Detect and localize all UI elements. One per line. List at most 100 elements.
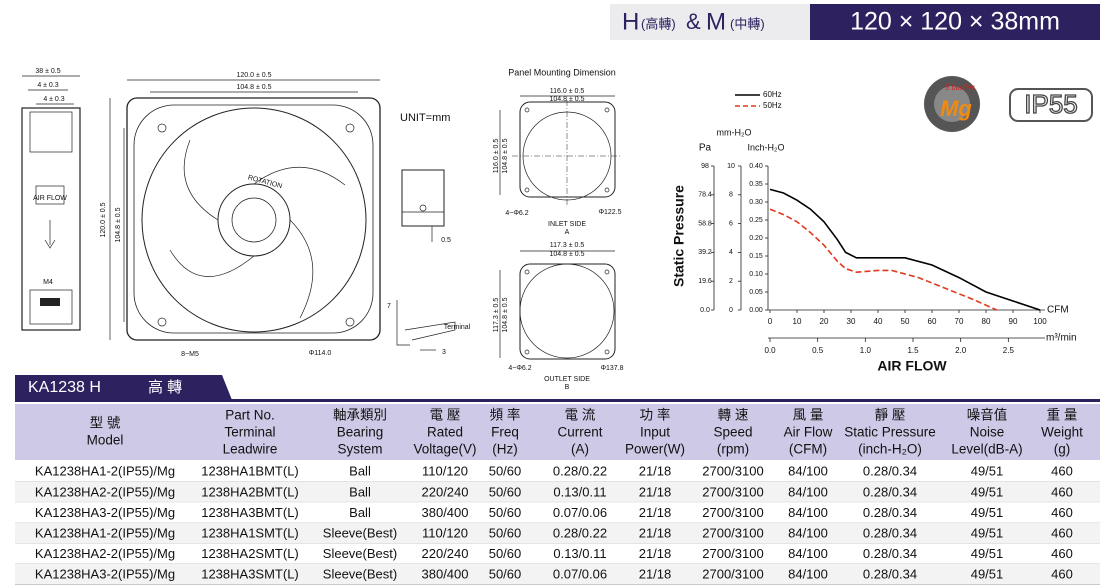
y-tick-label: 0.00 xyxy=(749,307,763,314)
table-cell: 21/18 xyxy=(639,484,672,499)
x2-tick-label: 0.0 xyxy=(764,346,776,355)
y-tick-label: 0.35 xyxy=(749,181,763,188)
column-header: Input xyxy=(640,425,670,440)
y-tick-label: 10 xyxy=(727,163,735,170)
y-tick-label: 0.0 xyxy=(700,307,710,314)
column-header: Power(W) xyxy=(625,442,685,457)
y-tick-label: 58.8 xyxy=(698,220,712,227)
header-h: H xyxy=(622,8,639,35)
column-header: Level(dB-A) xyxy=(951,442,1022,457)
outlet-panel xyxy=(499,250,616,360)
table-cell: Ball xyxy=(349,505,371,520)
x-tick-label: 100 xyxy=(1033,317,1047,326)
column-header: Air Flow xyxy=(784,425,833,440)
column-header: (rpm) xyxy=(717,442,749,457)
inlet-panel xyxy=(499,95,622,205)
table-cell: 49/51 xyxy=(971,567,1004,582)
table-cell: 1238HA3SMT(L) xyxy=(201,567,299,582)
table-cell: 0.28/0.34 xyxy=(863,567,917,582)
table-row-bg xyxy=(15,522,1100,544)
table-cell: 49/51 xyxy=(971,546,1004,561)
dim-label: 104.8 ± 0.5 xyxy=(502,297,509,332)
header-m-note: (中轉) xyxy=(730,16,765,31)
column-header: (CFM) xyxy=(789,442,827,457)
table-cell: 110/120 xyxy=(422,526,468,541)
table-cell: 84/100 xyxy=(788,546,828,561)
dim-label: Φ114.0 xyxy=(309,350,332,357)
table-cell: 2700/3100 xyxy=(702,505,763,520)
dim-label: 4 ± 0.3 xyxy=(43,96,64,103)
column-header: 風 量 xyxy=(793,408,824,423)
table-cell: 49/51 xyxy=(971,526,1004,541)
dim-label: 117.3 ± 0.5 xyxy=(550,242,585,249)
dim-label: 4 ± 0.3 xyxy=(37,82,58,89)
x-tick-label: 70 xyxy=(955,317,964,326)
table-cell: 49/51 xyxy=(971,464,1004,479)
table-row-bg xyxy=(15,564,1100,585)
table-cell: 380/400 xyxy=(422,567,469,582)
y-tick-label: 0.05 xyxy=(749,289,763,296)
table-cell: Sleeve(Best) xyxy=(323,526,397,541)
table-cell: KA1238HA3-2(IP55)/Mg xyxy=(35,505,175,520)
table-cell: 2700/3100 xyxy=(702,526,763,541)
table-cell: 1238HA2BMT(L) xyxy=(201,484,299,499)
dim-label: M4 xyxy=(43,279,53,286)
table-cell: KA1238HA2-2(IP55)/Mg xyxy=(35,484,175,499)
table-cell: 460 xyxy=(1051,464,1073,479)
y-tick-label: 0.40 xyxy=(749,163,763,170)
header-size: 120 × 120 × 38mm xyxy=(850,8,1060,36)
table-cell: 84/100 xyxy=(788,567,828,582)
table-cell: 50/60 xyxy=(489,567,522,582)
column-header: (A) xyxy=(571,442,589,457)
dim-label: Φ122.5 xyxy=(598,209,621,216)
table-cell: KA1238HA1-2(IP55)/Mg xyxy=(35,526,175,541)
unit-label: UNIT=mm xyxy=(400,112,450,124)
dim-label: 117.3 ± 0.5 xyxy=(493,298,500,333)
column-header: Leadwire xyxy=(223,442,278,457)
column-header: Voltage(V) xyxy=(413,442,476,457)
panel-title: Panel Mounting Dimension xyxy=(508,67,616,77)
header-left-box xyxy=(610,4,810,40)
table-cell: 110/120 xyxy=(422,464,468,479)
column-header: Speed xyxy=(713,425,752,440)
table-cell: 380/400 xyxy=(422,505,469,520)
table-cell: 21/18 xyxy=(639,546,672,561)
table-cell: 50/60 xyxy=(489,546,522,561)
column-header: 重 量 xyxy=(1047,408,1078,423)
table-cell: 0.28/0.34 xyxy=(863,526,917,541)
ip-box xyxy=(1009,88,1093,122)
dim-label: 104.8 ± 0.5 xyxy=(550,96,585,103)
x-tick-label: 20 xyxy=(820,317,829,326)
table-cell: 460 xyxy=(1051,526,1073,541)
unit-inch: Inch-H₂O xyxy=(747,142,784,152)
column-header: 靜 壓 xyxy=(875,408,906,423)
table-cell: 0.28/0.34 xyxy=(863,464,917,479)
table-cell: 0.28/0.34 xyxy=(863,484,917,499)
y-tick-label: 39.2 xyxy=(698,249,712,256)
table-rule xyxy=(15,399,1100,402)
dim-label: 104.8 ± 0.5 xyxy=(502,138,509,173)
x2-tick-label: 2.0 xyxy=(955,346,967,355)
table-cell: 2700/3100 xyxy=(702,464,763,479)
table-title-cn: 高 轉 xyxy=(148,379,182,396)
table-cell: 1238HA1SMT(L) xyxy=(201,526,299,541)
table-cell: 220/240 xyxy=(422,546,469,561)
table-cell: 50/60 xyxy=(489,464,522,479)
table-cell: 50/60 xyxy=(489,505,522,520)
x2-tick-label: 1.0 xyxy=(860,346,872,355)
y-tick-label: 8 xyxy=(729,192,733,199)
table-cell: 1238HA1BMT(L) xyxy=(201,464,299,479)
y-tick-label: 0.25 xyxy=(749,217,763,224)
x-tick-label: 40 xyxy=(874,317,883,326)
table-header-bg xyxy=(15,404,1100,460)
dim-label: 116.0 ± 0.5 xyxy=(493,139,500,174)
column-header: 型 號 xyxy=(90,416,121,431)
legend-label: 60Hz xyxy=(763,90,782,99)
column-header: (Hz) xyxy=(492,442,518,457)
table-title: KA1238 H xyxy=(28,379,101,396)
table-row-bg xyxy=(15,543,1100,564)
table-cell: KA1238HA3-2(IP55)/Mg xyxy=(35,567,175,582)
dim-label: 4~Φ6.2 xyxy=(505,210,528,217)
table-cell: 21/18 xyxy=(639,526,672,541)
y-tick-label: 0.20 xyxy=(749,235,763,242)
